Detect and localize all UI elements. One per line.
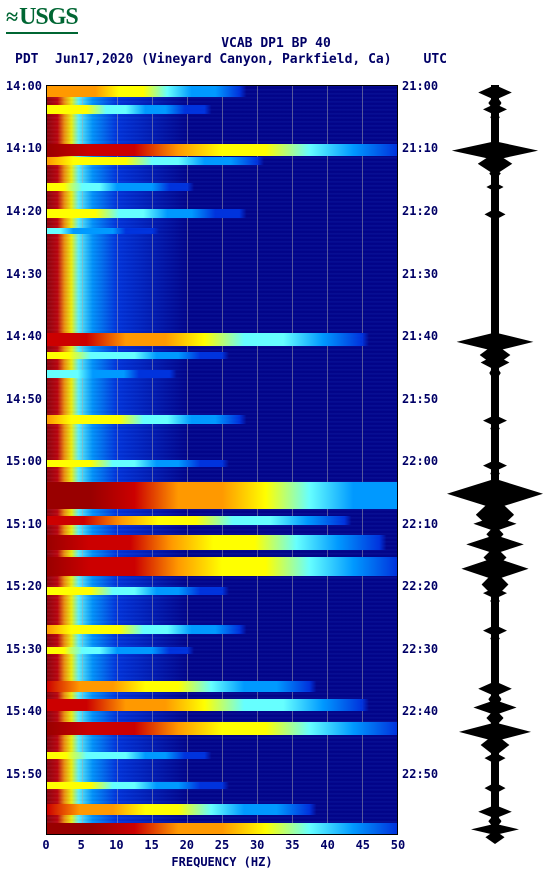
y-tick-right: 22:20: [402, 579, 438, 593]
x-tick-label: 30: [250, 838, 264, 852]
spectrogram-event: [47, 782, 397, 789]
spectrogram-event: [47, 105, 397, 114]
x-tick-label: 20: [180, 838, 194, 852]
y-tick-left: 15:00: [6, 454, 42, 468]
spectrogram-event: [47, 722, 397, 735]
spectrogram-event: [47, 370, 397, 377]
spectrogram-event: [47, 625, 397, 634]
y-tick-left: 15:40: [6, 704, 42, 718]
spectrogram-event: [47, 823, 397, 834]
waveform-panel: [447, 85, 543, 835]
y-tick-right: 21:10: [402, 141, 438, 155]
y-tick-left: 15:30: [6, 642, 42, 656]
spectrogram-event: [47, 144, 397, 155]
y-tick-right: 21:20: [402, 204, 438, 218]
y-tick-left: 14:50: [6, 392, 42, 406]
spectrogram-plot: FREQUENCY (HZ) 0510152025303540455014:00…: [46, 85, 398, 835]
spectrogram-event: [47, 86, 397, 97]
wave-icon: ≈: [6, 4, 17, 30]
y-tick-right: 21:50: [402, 392, 438, 406]
y-tick-left: 14:00: [6, 79, 42, 93]
x-tick-label: 25: [215, 838, 229, 852]
y-tick-left: 15:10: [6, 517, 42, 531]
y-tick-right: 22:50: [402, 767, 438, 781]
spectrogram-event: [47, 460, 397, 467]
tz-right-label: UTC: [424, 52, 447, 67]
x-tick-label: 10: [109, 838, 123, 852]
spectrogram-event: [47, 587, 397, 594]
usgs-logo: ≈USGS: [6, 4, 78, 34]
spectrogram-event: [47, 557, 397, 576]
y-tick-left: 14:10: [6, 141, 42, 155]
y-tick-right: 21:30: [402, 267, 438, 281]
y-tick-right: 22:00: [402, 454, 438, 468]
spectrogram-event: [47, 209, 397, 218]
y-tick-left: 14:20: [6, 204, 42, 218]
tz-left-label: PDT: [15, 52, 38, 67]
x-tick-label: 5: [78, 838, 85, 852]
spectrogram-event: [47, 804, 397, 815]
spectrogram-event: [47, 516, 397, 525]
spectrogram-event: [47, 535, 397, 550]
y-tick-left: 14:40: [6, 329, 42, 343]
y-tick-right: 22:40: [402, 704, 438, 718]
spectrogram-event: [47, 482, 397, 508]
subtitle-date: Jun17,2020 (Vineyard Canyon, Parkfield, …: [55, 52, 392, 67]
spectrogram-event: [47, 699, 397, 710]
chart-title: VCAB DP1 BP 40: [0, 36, 552, 51]
x-tick-label: 50: [391, 838, 405, 852]
spectrogram-event: [47, 157, 397, 164]
y-tick-right: 21:00: [402, 79, 438, 93]
spectrogram-event: [47, 228, 397, 234]
y-tick-right: 21:40: [402, 329, 438, 343]
x-tick-label: 40: [320, 838, 334, 852]
spectrogram-canvas: [46, 85, 398, 835]
x-tick-label: 15: [144, 838, 158, 852]
spectrogram-event: [47, 681, 397, 692]
spectrogram-event: [47, 183, 397, 190]
spectrogram-event: [47, 647, 397, 654]
x-tick-label: 45: [356, 838, 370, 852]
spectrogram-event: [47, 415, 397, 424]
x-axis-title: FREQUENCY (HZ): [46, 855, 398, 869]
spectrogram-event: [47, 752, 397, 759]
y-tick-left: 14:30: [6, 267, 42, 281]
logo-text: USGS: [19, 4, 78, 30]
y-tick-right: 22:30: [402, 642, 438, 656]
y-tick-left: 15:50: [6, 767, 42, 781]
x-tick-label: 0: [42, 838, 49, 852]
spectrogram-event: [47, 333, 397, 346]
x-tick-label: 35: [285, 838, 299, 852]
spectrogram-event: [47, 352, 397, 359]
y-tick-right: 22:10: [402, 517, 438, 531]
y-tick-left: 15:20: [6, 579, 42, 593]
